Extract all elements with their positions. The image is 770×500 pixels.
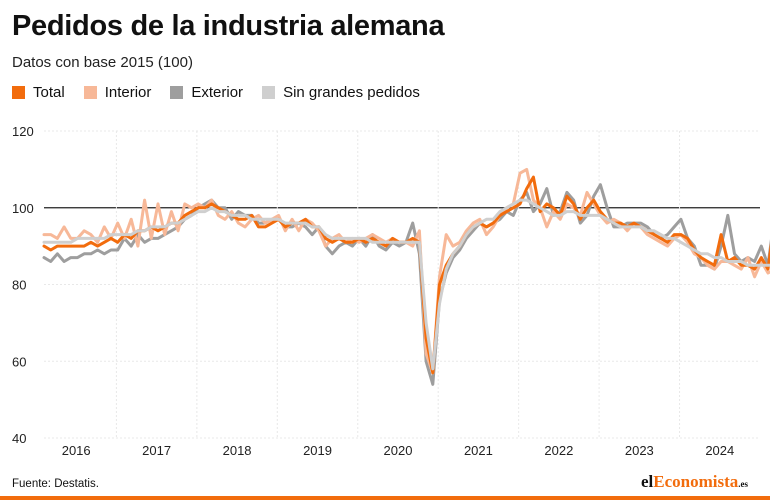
legend-swatch-interior — [83, 86, 97, 99]
legend-label-exterior: Exterior — [191, 84, 244, 101]
y-tick-label: 120 — [12, 124, 34, 139]
legend-item-sin-grandes-pedidos: Sin grandes pedidos — [262, 84, 420, 101]
legend-item-exterior: Exterior — [170, 84, 243, 101]
line-chart: 40 60 80 100 120 2016 2017 2018 2019 2020 2021 2022… — [12, 124, 770, 458]
legend-label-interior: Interior — [104, 84, 152, 101]
legend-swatch-total — [12, 86, 25, 99]
x-tick-label: 2023 — [625, 443, 654, 458]
brand-logo: elEconomista.es — [640, 472, 748, 491]
legend-item-interior: Interior — [83, 84, 152, 101]
x-tick-label: 2016 — [62, 443, 91, 458]
chart-title: Pedidos de la industria alemana — [12, 10, 445, 42]
x-tick-label: 2020 — [384, 443, 413, 458]
legend-swatch-exterior — [170, 86, 184, 99]
x-tick-label: 2019 — [303, 443, 332, 458]
x-tick-label: 2021 — [464, 443, 493, 458]
y-tick-label: 100 — [12, 201, 34, 216]
series-line-sin-grandes-pedidos — [42, 198, 770, 371]
legend-swatch-sin-grandes-pedidos — [262, 86, 276, 99]
y-tick-label: 60 — [12, 354, 26, 369]
legend-label-total: Total — [33, 84, 65, 101]
legend: Total Interior Exterior Sin grandes pedi… — [12, 84, 439, 101]
legend-item-total: Total — [12, 84, 65, 101]
series-line-exterior — [42, 183, 770, 386]
x-tick-label: 2017 — [142, 443, 171, 458]
source-note: Fuente: Destatis. — [12, 478, 99, 490]
x-tick-label: 2022 — [544, 443, 573, 458]
x-tick-label: 2024 — [705, 443, 734, 458]
series-line-total — [42, 175, 770, 375]
y-tick-label: 40 — [12, 431, 26, 446]
chart-subtitle: Datos con base 2015 (100) — [12, 54, 193, 71]
legend-label-sin-grandes-pedidos: Sin grandes pedidos — [283, 84, 420, 101]
x-tick-label: 2018 — [223, 443, 252, 458]
series-line-interior — [42, 167, 770, 375]
y-tick-label: 80 — [12, 278, 26, 293]
bottom-accent-bar — [0, 496, 770, 500]
